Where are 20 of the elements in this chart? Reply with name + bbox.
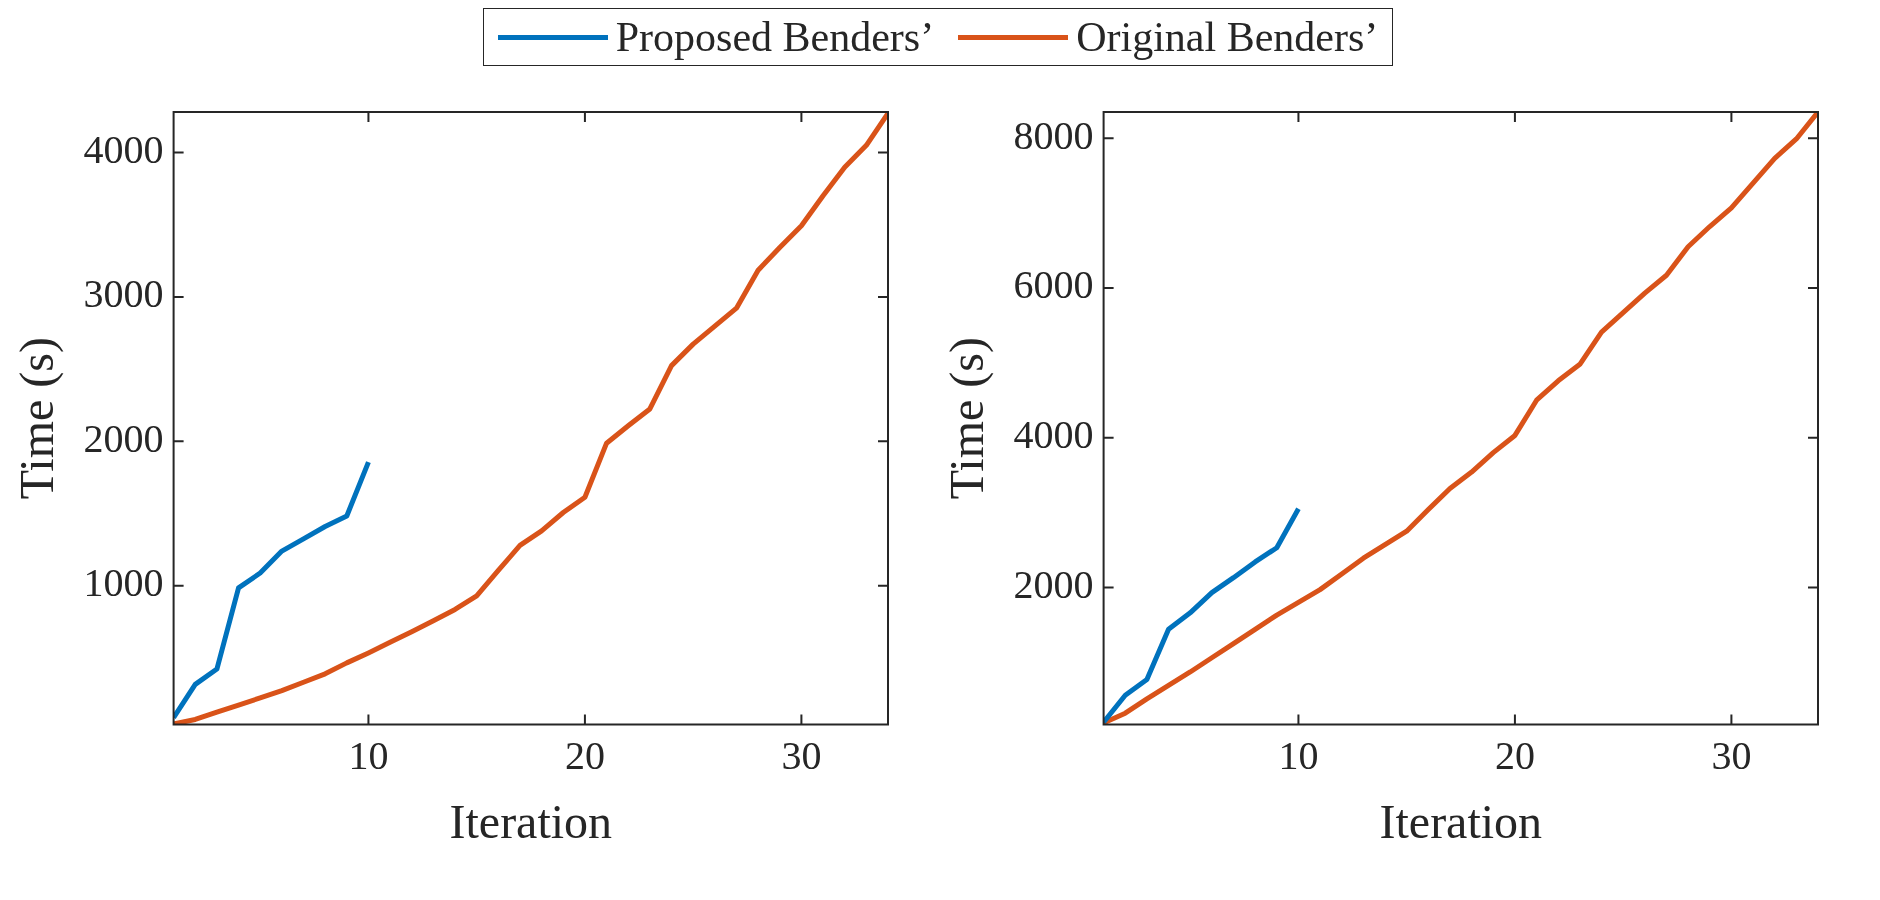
y-tick-label: 3000 [83, 271, 164, 317]
y-tick-label: 4000 [83, 126, 164, 172]
x-tick-label: 20 [564, 732, 605, 778]
legend-label: Proposed Benders’ [615, 13, 935, 61]
y-tick-label: 2000 [83, 415, 164, 461]
x-tick-label: 30 [1711, 732, 1752, 778]
y-tick-label: 6000 [1013, 262, 1094, 308]
y-tick-label: 8000 [1013, 112, 1094, 158]
y-tick-label: 1000 [83, 560, 164, 606]
legend-label: Original Benders’ [1076, 13, 1379, 61]
y-axis-title: Time (s) [940, 337, 995, 500]
y-tick-label: 2000 [1013, 561, 1094, 607]
x-tick-label: 20 [1494, 732, 1535, 778]
x-tick-label: 10 [348, 732, 389, 778]
y-tick-label: 4000 [1013, 412, 1094, 458]
x-tick-label: 30 [781, 732, 822, 778]
y-axis-title: Time (s) [10, 337, 65, 500]
x-axis-title: Iteration [449, 794, 613, 848]
x-tick-label: 10 [1278, 732, 1319, 778]
x-axis-title: Iteration [1379, 794, 1543, 848]
